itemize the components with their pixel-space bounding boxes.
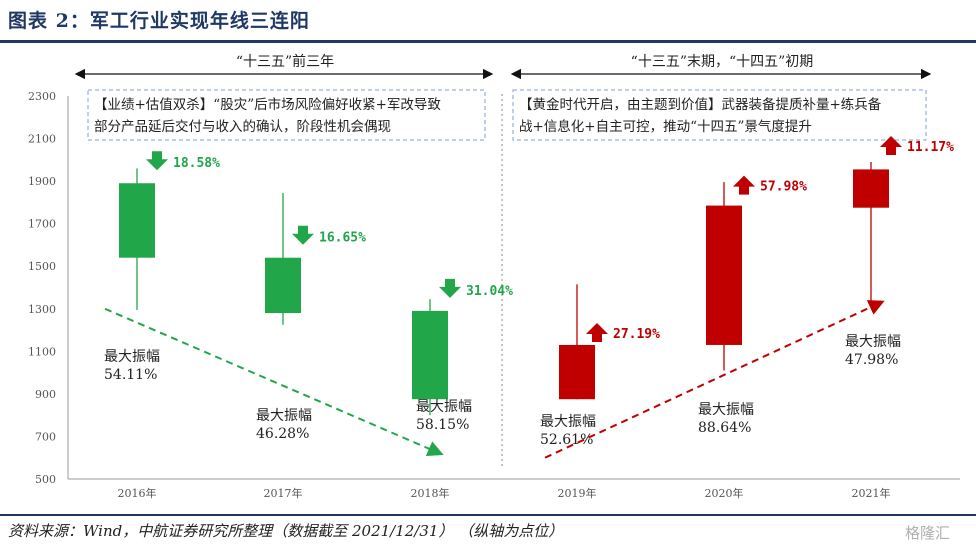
amplitude-value-4: 88.64% — [698, 420, 751, 436]
y-ticks: 500 700 900 1100 1300 1500 1700 1900 2100 2300 — [28, 90, 56, 486]
amplitude-label-1: 最大振幅 — [256, 408, 312, 424]
amplitude-value-0: 54.11% — [104, 367, 157, 383]
bottom-rule — [0, 514, 976, 516]
note-1-line-2: 部分产品延后交付与收入的确认，阶段性机会偶现 — [94, 118, 391, 135]
y-tick-label-2300: 2300 — [28, 90, 56, 103]
candle-body-5 — [853, 169, 889, 208]
y-tick-label-1100: 1100 — [28, 345, 56, 358]
down-arrow-icon — [439, 278, 461, 298]
period-label-1: “十三五”前三年 — [236, 53, 334, 70]
x-tick-label-4: 2020年 — [705, 486, 744, 500]
change-label-0: 18.58% — [173, 156, 220, 171]
change-label-3: 27.19% — [613, 327, 660, 342]
change-label-1: 16.65% — [319, 231, 366, 246]
amplitude-label-4: 最大振幅 — [698, 402, 754, 418]
candle-body-0 — [119, 183, 155, 258]
amplitude-label-5: 最大振幅 — [845, 334, 901, 350]
amplitude-label-0: 最大振幅 — [104, 349, 160, 365]
period-label-2: “十三五”末期，“十四五”初期 — [631, 53, 814, 70]
amplitude-label-2: 最大振幅 — [416, 399, 472, 415]
y-tick-label-700: 700 — [35, 430, 56, 443]
amplitude-label-3: 最大振幅 — [540, 414, 596, 430]
down-arrow-icon — [146, 151, 168, 171]
candles — [119, 161, 889, 416]
candle-body-1 — [265, 257, 301, 314]
y-tick-label-1700: 1700 — [28, 218, 56, 231]
x-tick-label-3: 2019年 — [558, 486, 597, 500]
candle-body-2 — [412, 310, 448, 400]
x-tick-label-2: 2018年 — [411, 486, 450, 500]
change-label-2: 31.04% — [466, 284, 513, 299]
candle-labels: 18.58% 16.65% 31.04% 27.19% 57.98% 11.17% 最大振幅… — [104, 135, 954, 448]
change-label-5: 11.17% — [907, 140, 954, 155]
candle-body-3 — [559, 344, 595, 400]
trend-line-up — [544, 300, 885, 459]
amplitude-value-1: 46.28% — [256, 426, 309, 442]
amplitude-value-5: 47.98% — [845, 352, 898, 368]
up-arrow-icon — [586, 322, 608, 342]
amplitude-value-3: 52.61% — [540, 432, 593, 448]
amplitude-value-2: 58.15% — [416, 417, 469, 433]
note-2-line-1: 【黄金时代开启，由主题到价值】武器装备提质补量+练兵备 — [519, 96, 882, 113]
y-tick-label-900: 900 — [35, 388, 56, 401]
x-tick-label-0: 2016年 — [118, 486, 157, 500]
note-box-2 — [512, 89, 927, 141]
trend-line-down — [104, 307, 444, 457]
up-arrow-icon — [880, 135, 902, 155]
x-ticks: 2016年 2017年 2018年 2019年 2020年 2021年 — [118, 486, 891, 500]
note-2-line-2: 战+信息化+自主可控，推动“十四五”景气度提升 — [519, 118, 812, 135]
x-tick-label-1: 2017年 — [264, 486, 303, 500]
watermark-logo: 格隆汇 — [905, 524, 951, 542]
note-box-1 — [87, 89, 486, 141]
chart-title: 图表 2：军工行业实现年线三连阳 — [8, 10, 310, 32]
y-tick-label-1900: 1900 — [28, 175, 56, 188]
x-tick-label-5: 2021年 — [852, 486, 891, 500]
up-arrow-icon — [733, 175, 755, 195]
y-tick-label-2100: 2100 — [28, 133, 56, 146]
title-rule — [0, 40, 976, 43]
y-tick-label-500: 500 — [35, 473, 56, 486]
change-label-4: 57.98% — [760, 180, 807, 195]
y-tick-label-1300: 1300 — [28, 303, 56, 316]
y-tick-label-1500: 1500 — [28, 260, 56, 273]
source-note: 资料来源：Wind，中航证券研究所整理（数据截至 2021/12/31） （纵轴… — [8, 522, 564, 540]
note-1-line-1: 【业绩+估值双杀】“股灾”后市场风险偏好收紧+军改导致 — [94, 96, 441, 113]
candlestick-chart: “十三五”前三年 “十三五”末期，“十四五”初期 【业绩+估值双杀】“股灾”后市… — [28, 53, 960, 500]
candle-body-4 — [706, 205, 742, 345]
down-arrow-icon — [292, 225, 314, 245]
trend-lines — [104, 300, 885, 459]
